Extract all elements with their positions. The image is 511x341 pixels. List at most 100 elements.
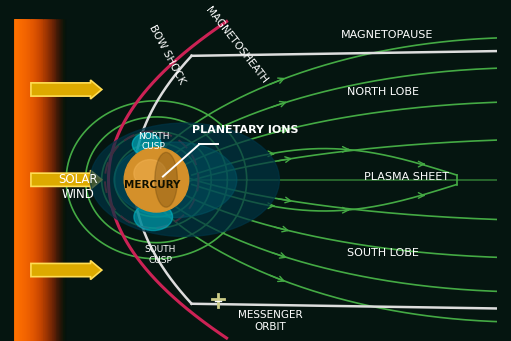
Bar bbox=[16, 18, 17, 341]
Circle shape bbox=[124, 148, 189, 212]
Text: MERCURY: MERCURY bbox=[124, 179, 180, 190]
Bar bbox=[31, 18, 32, 341]
Bar bbox=[14, 18, 15, 341]
Bar bbox=[54, 18, 55, 341]
Bar bbox=[16, 18, 17, 341]
Bar bbox=[56, 18, 57, 341]
Text: PLANETARY IONS: PLANETARY IONS bbox=[192, 125, 299, 135]
Bar bbox=[56, 18, 57, 341]
Bar bbox=[26, 18, 27, 341]
Bar bbox=[45, 18, 46, 341]
Bar bbox=[57, 18, 58, 341]
Bar bbox=[49, 18, 50, 341]
Bar bbox=[27, 18, 28, 341]
Bar bbox=[33, 18, 34, 341]
Bar bbox=[20, 18, 21, 341]
Bar bbox=[28, 18, 29, 341]
Ellipse shape bbox=[132, 133, 161, 155]
Text: BOW SHOCK: BOW SHOCK bbox=[147, 23, 187, 86]
Bar bbox=[21, 18, 22, 341]
Bar bbox=[28, 18, 29, 341]
Bar bbox=[59, 18, 60, 341]
Bar bbox=[18, 18, 19, 341]
Bar bbox=[57, 18, 58, 341]
FancyArrow shape bbox=[31, 170, 102, 189]
Bar bbox=[40, 18, 41, 341]
Bar bbox=[58, 18, 59, 341]
Bar bbox=[14, 18, 15, 341]
Text: MAGNETOSHEATH: MAGNETOSHEATH bbox=[203, 5, 269, 85]
Text: MESSENGER
ORBIT: MESSENGER ORBIT bbox=[238, 310, 302, 331]
Bar bbox=[62, 18, 63, 341]
Text: MAGNETOPAUSE: MAGNETOPAUSE bbox=[341, 30, 434, 40]
Bar bbox=[51, 18, 52, 341]
Bar bbox=[54, 18, 55, 341]
Bar bbox=[38, 18, 39, 341]
Bar bbox=[37, 18, 38, 341]
Text: SOUTH LOBE: SOUTH LOBE bbox=[347, 248, 419, 258]
Bar bbox=[46, 18, 47, 341]
Bar bbox=[22, 18, 24, 341]
Bar bbox=[26, 18, 27, 341]
Ellipse shape bbox=[114, 142, 237, 218]
Bar bbox=[47, 18, 48, 341]
Bar bbox=[32, 18, 33, 341]
Bar bbox=[17, 18, 18, 341]
Bar bbox=[36, 18, 37, 341]
Bar bbox=[35, 18, 36, 341]
Bar bbox=[50, 18, 51, 341]
Text: WIND: WIND bbox=[62, 188, 95, 201]
Bar bbox=[61, 18, 62, 341]
Bar bbox=[53, 18, 54, 341]
Bar bbox=[20, 18, 21, 341]
Bar bbox=[48, 18, 49, 341]
Bar bbox=[40, 18, 41, 341]
Ellipse shape bbox=[134, 203, 173, 231]
Bar bbox=[44, 18, 45, 341]
FancyArrow shape bbox=[31, 261, 102, 280]
Bar bbox=[65, 18, 66, 341]
Bar bbox=[64, 18, 65, 341]
Bar bbox=[55, 18, 56, 341]
Bar bbox=[61, 18, 62, 341]
Bar bbox=[52, 18, 53, 341]
Bar bbox=[43, 18, 44, 341]
Bar bbox=[64, 18, 65, 341]
Bar bbox=[63, 18, 64, 341]
Bar bbox=[52, 18, 53, 341]
Bar bbox=[50, 18, 51, 341]
Text: NORTH
CUSP: NORTH CUSP bbox=[138, 132, 170, 151]
Bar bbox=[39, 18, 40, 341]
Text: NORTH LOBE: NORTH LOBE bbox=[346, 87, 419, 97]
Bar bbox=[30, 18, 31, 341]
Ellipse shape bbox=[90, 123, 280, 237]
Bar bbox=[21, 18, 22, 341]
Bar bbox=[29, 18, 30, 341]
Ellipse shape bbox=[134, 160, 166, 187]
Bar bbox=[42, 18, 43, 341]
Bar bbox=[47, 18, 48, 341]
Bar bbox=[19, 18, 20, 341]
Bar bbox=[63, 18, 64, 341]
Bar bbox=[18, 18, 19, 341]
Text: SOUTH
CUSP: SOUTH CUSP bbox=[145, 245, 176, 265]
Text: PLASMA SHEET: PLASMA SHEET bbox=[364, 173, 449, 182]
Bar bbox=[33, 18, 34, 341]
Bar bbox=[59, 18, 60, 341]
Bar bbox=[24, 18, 25, 341]
Bar bbox=[35, 18, 36, 341]
Bar bbox=[60, 18, 61, 341]
Ellipse shape bbox=[155, 152, 177, 207]
Bar bbox=[25, 18, 26, 341]
Bar bbox=[23, 18, 24, 341]
Text: SOLAR: SOLAR bbox=[58, 173, 98, 186]
Bar bbox=[34, 18, 35, 341]
Bar bbox=[30, 18, 31, 341]
Bar bbox=[37, 18, 38, 341]
Bar bbox=[15, 18, 16, 341]
Bar bbox=[44, 18, 45, 341]
FancyArrow shape bbox=[31, 80, 102, 99]
Bar bbox=[41, 18, 42, 341]
Bar bbox=[42, 18, 43, 341]
Bar bbox=[49, 18, 50, 341]
